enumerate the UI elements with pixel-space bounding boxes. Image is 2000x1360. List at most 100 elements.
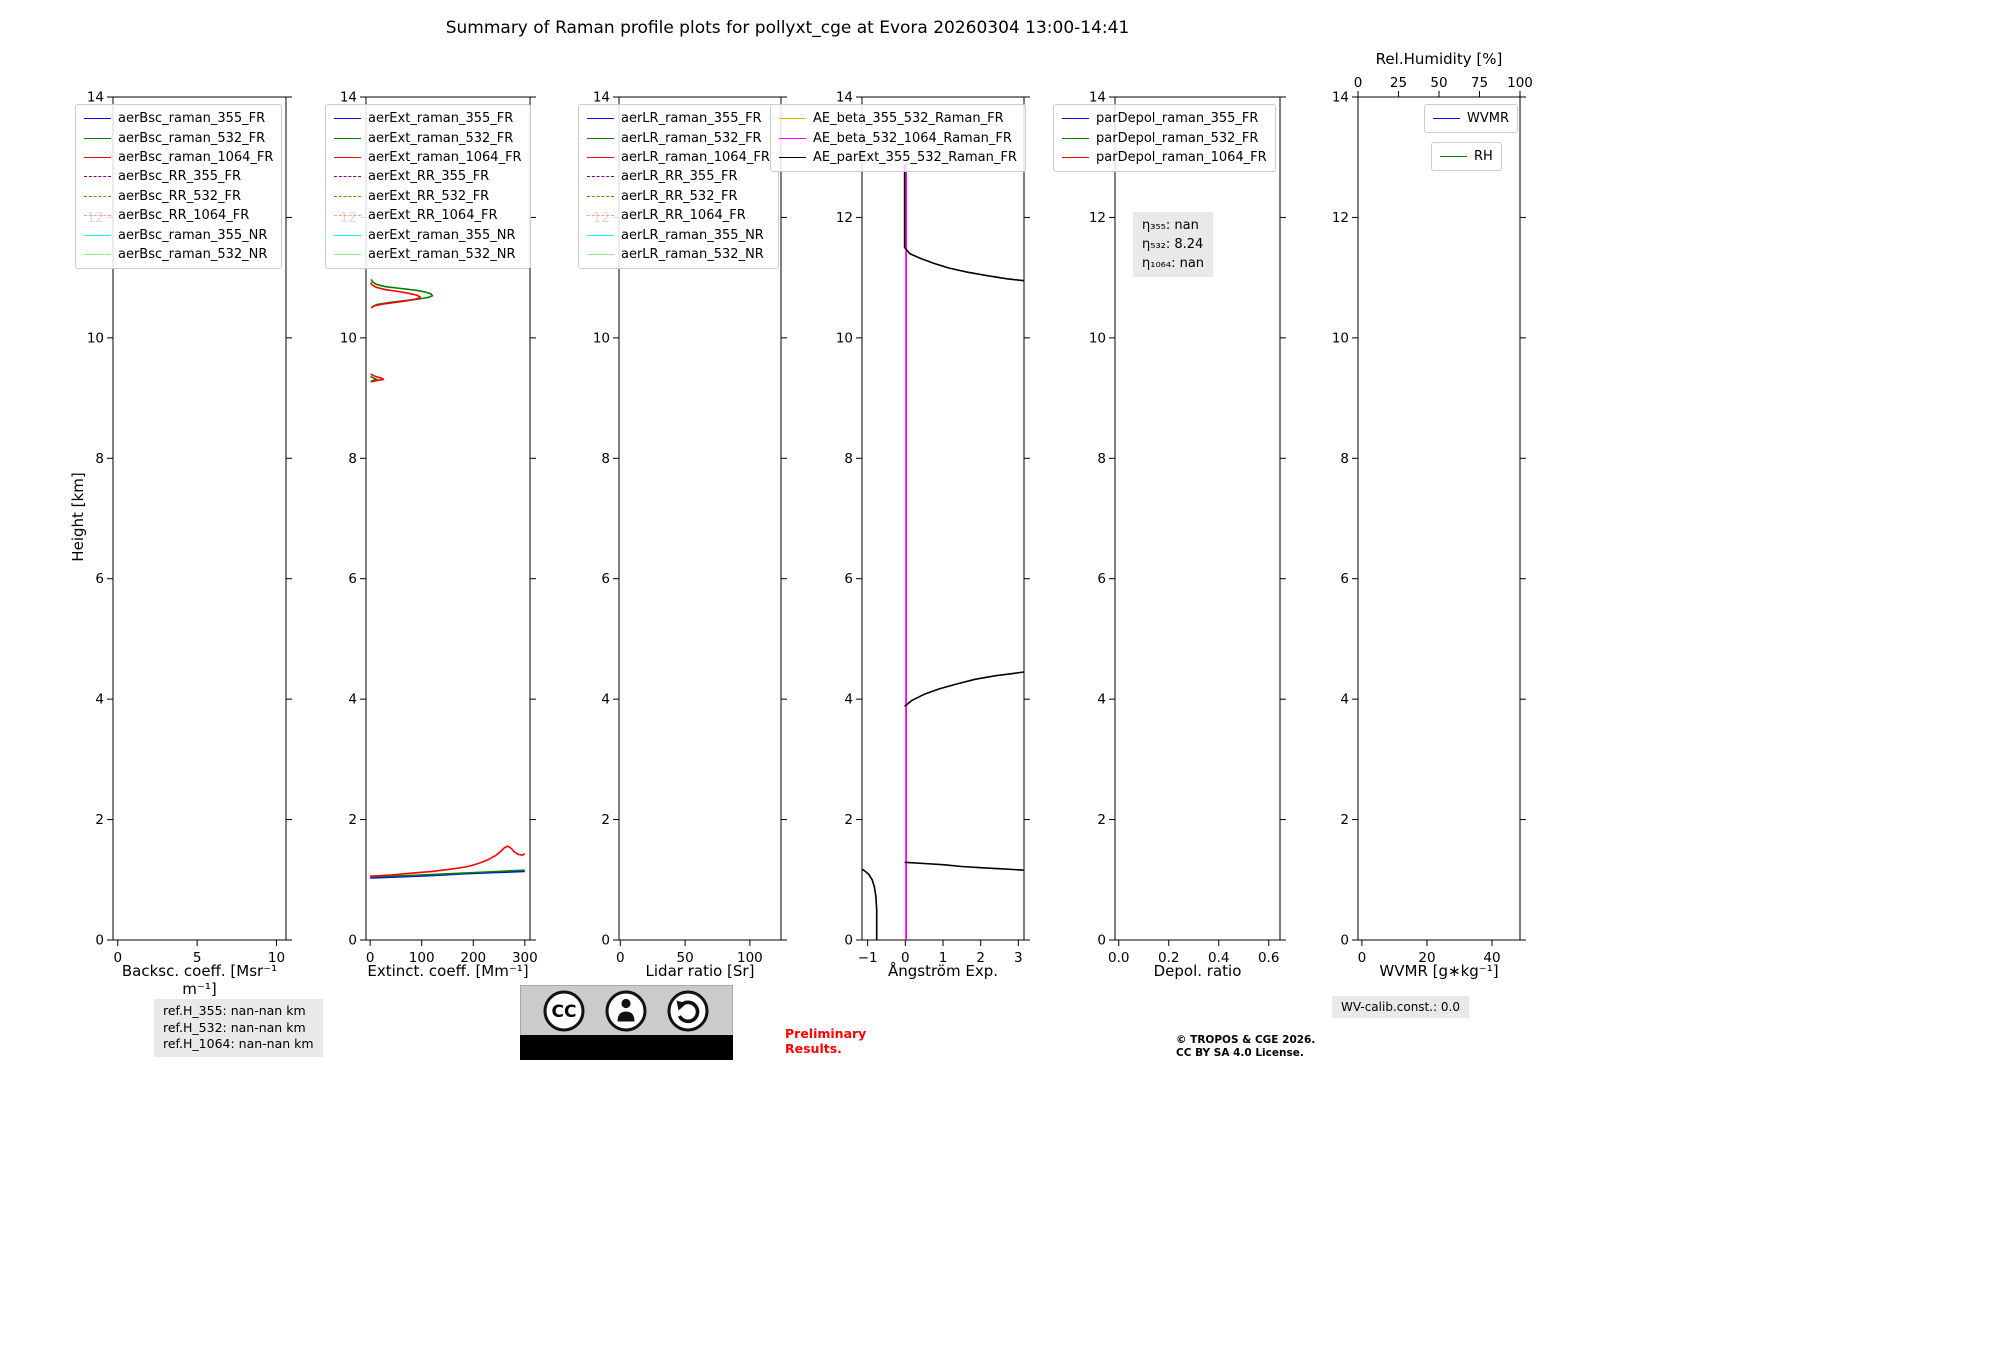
legend-item-aerBsc_raman_355_FR: aerBsc_raman_355_FR [84, 109, 273, 128]
x-tick-label-wvmr: 20 [1418, 950, 1435, 966]
panel-frame-extinction [365, 96, 531, 941]
y-tick-label-angstroem-exponent: 8 [844, 451, 853, 467]
eta-532-value: η₅₃₂: 8.24 [1142, 237, 1204, 252]
legend-line-sample [1062, 156, 1089, 158]
legend-line-sample [587, 156, 614, 158]
legend-line-sample [84, 156, 111, 158]
series-aerExt_raman_355_FR [370, 870, 525, 879]
badge-bottom-band [520, 1035, 733, 1060]
y-tick-label-extinction: 10 [340, 330, 357, 346]
y-tick-label-backscatter: 2 [95, 812, 104, 828]
legend-line-sample [779, 137, 806, 139]
legend-line-sample [587, 195, 614, 197]
copyright-line-2: CC BY SA 4.0 License. [1176, 1046, 1304, 1059]
legend-item-AE_beta_355_532_Raman_FR: AE_beta_355_532_Raman_FR [779, 109, 1017, 128]
series-AE_parExt_355_532_Raman_FR [862, 164, 1024, 940]
legend-line-sample [587, 234, 614, 236]
y-tick-label-angstroem-exponent: 12 [836, 210, 853, 226]
figure-title: Summary of Raman profile plots for polly… [445, 18, 1130, 38]
legend-item-aerExt_raman_355_NR: aerExt_raman_355_NR [334, 225, 522, 244]
x-tick-label-extinction: 200 [460, 950, 486, 966]
y-tick-label-lidar-ratio: 4 [601, 692, 610, 708]
legend-label: AE_beta_532_1064_Raman_FR [813, 130, 1012, 146]
legend-line-sample [334, 176, 361, 178]
legend-item-aerExt_raman_355_FR: aerExt_raman_355_FR [334, 109, 522, 128]
y-tick-label-wvmr: 6 [1340, 571, 1349, 587]
legend-line-sample [779, 156, 806, 158]
legend-label: aerExt_RR_355_FR [368, 169, 490, 185]
legend-label: aerExt_raman_532_NR [368, 246, 516, 262]
y-tick-label-wvmr: 8 [1340, 451, 1349, 467]
x-tick-label-angstroem-exponent: 2 [976, 950, 985, 966]
legend-line-sample [334, 156, 361, 158]
legend-label: aerExt_RR_1064_FR [368, 208, 498, 224]
legend-lidar-ratio: aerLR_raman_355_FR aerLR_raman_532_FR aerL… [578, 104, 779, 270]
legend-line-sample [587, 118, 614, 120]
legend-item-aerBsc_RR_1064_FR: aerBsc_RR_1064_FR [84, 206, 273, 225]
legend-item-aerExt_RR_1064_FR: aerExt_RR_1064_FR [334, 206, 522, 225]
legend-item-AE_parExt_355_532_Raman_FR: AE_parExt_355_532_Raman_FR [779, 148, 1017, 167]
x-tick-label-lidar-ratio: 0 [616, 950, 625, 966]
legend-line-sample [587, 137, 614, 139]
x-axis-label-depol: Depol. ratio [1153, 962, 1242, 980]
y-tick-label-backscatter: 14 [87, 90, 104, 106]
legend-wvmr: WVMR [1424, 104, 1518, 134]
legend-item-aerBsc_RR_532_FR: aerBsc_RR_532_FR [84, 187, 273, 206]
legend-label: aerBsc_RR_1064_FR [118, 208, 250, 224]
legend-line-sample [1433, 118, 1460, 120]
legend-label: aerBsc_raman_1064_FR [118, 149, 274, 165]
legend-label: aerExt_raman_532_FR [368, 130, 514, 146]
badge-sa-label: SA [677, 1039, 700, 1057]
legend-label: aerBsc_raman_532_FR [118, 130, 266, 146]
legend-line-sample [334, 215, 361, 217]
reference-height-annotation: ref.H_355: nan-nan km ref.H_532: nan-nan… [154, 999, 323, 1057]
x-tick-label-angstroem-exponent: −1 [858, 950, 878, 966]
legend-label: aerLR_raman_355_NR [621, 227, 764, 243]
legend-line-sample [587, 215, 614, 217]
y-tick-label-wvmr: 14 [1332, 90, 1349, 106]
legend-line-sample [84, 253, 111, 255]
panel-frame-backscatter [112, 96, 287, 941]
eta-355-value: η₃₅₅: nan [1142, 218, 1199, 233]
y-tick-label-extinction: 2 [348, 812, 357, 828]
panel-frame-lidar-ratio [618, 96, 782, 941]
legend-item-aerLR_RR_1064_FR: aerLR_RR_1064_FR [587, 206, 770, 225]
legend-item-aerLR_RR_355_FR: aerLR_RR_355_FR [587, 167, 770, 186]
legend-line-sample [84, 234, 111, 236]
legend-item-parDepol_raman_532_FR: parDepol_raman_532_FR [1062, 128, 1267, 147]
x-tick-label-backscatter: 0 [113, 950, 122, 966]
cc-icon-label: CC [552, 1002, 577, 1022]
wv-calibration-note: WV-calib.const.: 0.0 [1332, 996, 1470, 1018]
top-tick-label-wvmr: 0 [1354, 75, 1363, 91]
preliminary-results-note: Preliminary Results. [785, 1026, 866, 1056]
legend-item-aerLR_raman_355_FR: aerLR_raman_355_FR [587, 109, 770, 128]
legend-label: parDepol_raman_1064_FR [1096, 149, 1267, 165]
y-tick-label-lidar-ratio: 14 [593, 90, 610, 106]
eta-calibration-annotation: η₃₅₅: nan η₅₃₂: 8.24 η₁₀₆₄: nan [1133, 212, 1214, 277]
legend-label: aerLR_raman_1064_FR [621, 149, 770, 165]
x-axis-label-extinction: Extinct. coeff. [Mm⁻¹] [367, 962, 529, 980]
legend-line-sample [334, 137, 361, 139]
x-axis-label-angstroem: Ångström Exp. [887, 962, 999, 980]
legend-line-sample [84, 176, 111, 178]
y-tick-label-depolarization: 12 [1089, 210, 1106, 226]
legend-label: aerLR_raman_355_FR [621, 111, 762, 127]
x-tick-label-angstroem-exponent: 3 [1014, 950, 1023, 966]
legend-line-sample [84, 195, 111, 197]
y-tick-label-angstroem-exponent: 6 [844, 571, 853, 587]
wv-calib-value: WV-calib.const.: 0.0 [1341, 1000, 1461, 1014]
ref-height-355: ref.H_355: nan-nan km [163, 1003, 306, 1018]
y-tick-label-angstroem-exponent: 10 [836, 330, 853, 346]
x-tick-label-wvmr: 40 [1483, 950, 1500, 966]
y-tick-label-extinction: 8 [348, 451, 357, 467]
preliminary-line-2: Results. [785, 1041, 842, 1056]
legend-item-AE_beta_532_1064_Raman_FR: AE_beta_532_1064_Raman_FR [779, 128, 1017, 147]
legend-item-aerLR_raman_532_NR: aerLR_raman_532_NR [587, 245, 770, 264]
legend-rh: RH [1431, 142, 1502, 172]
x-tick-label-extinction: 300 [512, 950, 538, 966]
legend-item-aerLR_raman_1064_FR: aerLR_raman_1064_FR [587, 148, 770, 167]
legend-label: aerLR_raman_532_FR [621, 130, 762, 146]
legend-item-aerLR_RR_532_FR: aerLR_RR_532_FR [587, 187, 770, 206]
x-tick-label-angstroem-exponent: 0 [901, 950, 910, 966]
